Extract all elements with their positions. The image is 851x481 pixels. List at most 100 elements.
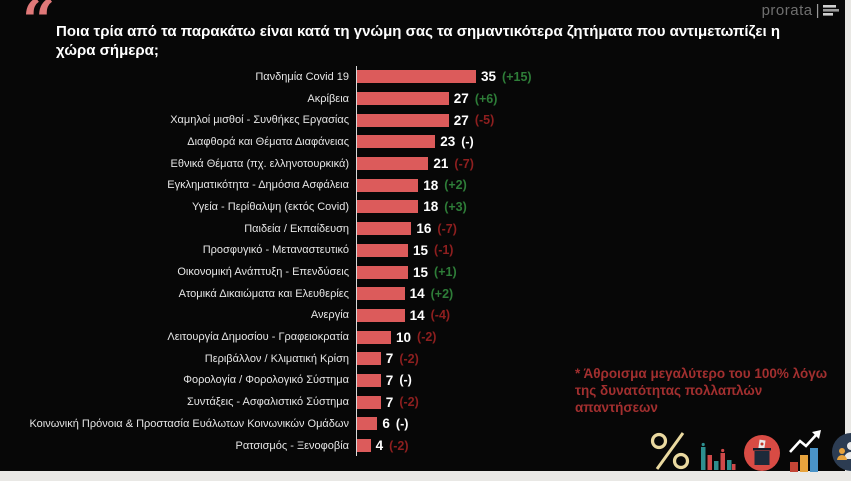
chart-row: Διαφθορά και Θέματα Διαφάνειας 23 (-): [0, 131, 845, 153]
chart-row: Λειτουργία Δημοσίου - Γραφειοκρατία 10 (…: [0, 326, 845, 348]
bar-area: 35 (+15): [356, 66, 845, 88]
category-label: Εθνικά Θέματα (πχ. ελληνοτουρκικά): [170, 157, 349, 170]
bar: [357, 265, 408, 279]
bar: [357, 222, 412, 236]
change-label: (-7): [454, 156, 474, 171]
change-label: (+2): [444, 178, 467, 193]
bar: [357, 200, 419, 214]
chart-row: Φορολογία / Φορολογικό Σύστημα 7 (-): [0, 369, 845, 392]
bar-area: 10 (-2): [356, 326, 845, 348]
value-label: 14: [409, 307, 425, 323]
change-label: (-5): [474, 113, 495, 128]
chart-row: Χαμηλοί μισθοί - Συνθήκες Εργασίας 27 (-…: [0, 109, 845, 132]
value-label: 6: [382, 416, 390, 432]
growth-arrow-icon: [789, 430, 821, 472]
footer-icons: [648, 428, 851, 472]
bar: [357, 439, 371, 453]
bar-area: 27 (-5): [356, 109, 845, 132]
bar: [357, 417, 378, 431]
category-label: Κοινωνική Πρόνοια & Προστασία Ευάλωτων Κ…: [29, 417, 349, 430]
brand-separator: |: [815, 2, 820, 19]
chart-row: Οικονομική Ανάπτυξη - Επενδύσεις 15 (+1): [0, 261, 845, 283]
bar: [357, 287, 405, 301]
change-label: (-2): [417, 330, 437, 345]
change-label: (+6): [474, 91, 498, 106]
bar: [357, 135, 436, 149]
bar: [357, 157, 429, 171]
bar-area: 15 (-1): [356, 239, 845, 262]
bar-area: 16 (-7): [356, 217, 845, 240]
change-label: (+15): [502, 69, 532, 84]
change-label: (-7): [437, 221, 457, 236]
value-label: 14: [409, 286, 425, 302]
change-label: (-): [399, 373, 412, 388]
bar: [357, 330, 391, 344]
bar-area: 7 (-2): [356, 347, 845, 370]
change-label: (+1): [434, 265, 457, 280]
quote-icon: “: [22, 0, 56, 55]
bar-area: 14 (-4): [356, 304, 845, 327]
bar-chart: Πανδημία Covid 19 35 (+15) Ακρίβεια 27 (…: [0, 66, 845, 457]
question-title: Ποια τρία από τα παρακάτω είναι κατά τη …: [56, 23, 781, 59]
value-label: 4: [375, 438, 384, 454]
value-label: 35: [481, 69, 497, 85]
chart-row: Υγεία - Περίθαλψη (εκτός Covid) 18 (+3): [0, 196, 845, 218]
category-label: Ανεργία: [310, 309, 349, 322]
category-label: Προσφυγικό - Μεταναστευτικό: [202, 244, 349, 257]
chart-row: Ακρίβεια 27 (+6): [0, 87, 845, 110]
bar: [357, 243, 408, 257]
change-label: (-): [395, 416, 409, 431]
bar-area: 23 (-): [356, 131, 845, 153]
change-label: (-2): [399, 351, 419, 366]
bar: [357, 178, 419, 192]
bar-area: 15 (+1): [356, 261, 845, 283]
change-label: (-4): [430, 308, 451, 323]
chart-row: Προσφυγικό - Μεταναστευτικό 15 (-1): [0, 239, 845, 262]
bar-area: 7 (-): [356, 369, 845, 392]
value-label: 15: [413, 242, 429, 258]
category-label: Λειτουργία Δημοσίου - Γραφειοκρατία: [167, 331, 349, 344]
brand-logo: prorata |: [762, 2, 839, 19]
chart-row: Εθνικά Θέματα (πχ. ελληνοτουρκικά) 21 (-…: [0, 152, 845, 175]
change-label: (-1): [434, 243, 454, 258]
category-label: Εγκληματικότητα - Δημόσια Ασφάλεια: [167, 179, 349, 192]
percent-icon: [650, 432, 690, 470]
category-label: Χαμηλοί μισθοί - Συνθήκες Εργασίας: [170, 114, 349, 127]
bar: [357, 308, 405, 322]
bar: [357, 352, 381, 366]
value-label: 18: [423, 199, 439, 215]
bar: [357, 373, 381, 387]
bar-area: 21 (-7): [356, 152, 845, 175]
category-label: Περιβάλλον / Κλιματική Κρίση: [204, 352, 349, 365]
change-label: (-): [461, 134, 474, 149]
bar-area: 4 (-2): [356, 434, 845, 457]
value-label: 16: [416, 221, 432, 237]
bar-area: 14 (+2): [356, 282, 845, 305]
category-label: Οικονομική Ανάπτυξη - Επενδύσεις: [177, 266, 349, 279]
value-label: 7: [385, 372, 394, 388]
bar: [357, 70, 476, 84]
bar-area: 18 (+3): [356, 196, 845, 218]
change-label: (-2): [399, 395, 419, 410]
category-label: Ρατσισμός - Ξενοφοβία: [235, 439, 350, 452]
category-label: Υγεία - Περίθαλψη (εκτός Covid): [191, 200, 349, 213]
category-label: Παιδεία / Εκπαίδευση: [244, 222, 349, 235]
value-label: 27: [453, 91, 469, 107]
value-label: 7: [385, 394, 394, 410]
crowd-icon: [832, 433, 851, 471]
bar-area: 18 (+2): [356, 174, 845, 197]
chart-row: Πανδημία Covid 19 35 (+15): [0, 66, 845, 88]
value-label: 27: [453, 112, 469, 128]
category-label: Ακρίβεια: [307, 92, 349, 105]
category-label: Διαφθορά και Θέματα Διαφάνειας: [187, 135, 349, 148]
bar: [357, 92, 449, 106]
chart-row: Ανεργία 14 (-4): [0, 304, 845, 327]
chart-row: Εγκληματικότητα - Δημόσια Ασφάλεια 18 (+…: [0, 174, 845, 197]
chart-row: Κοινωνική Πρόνοια & Προστασία Ευάλωτων Κ…: [0, 413, 845, 435]
ballot-box-icon: [744, 435, 780, 471]
category-label: Ατομικά Δικαιώματα και Ελευθερίες: [178, 287, 349, 300]
value-label: 15: [413, 264, 429, 280]
change-label: (+2): [430, 286, 454, 301]
value-label: 10: [396, 329, 412, 345]
